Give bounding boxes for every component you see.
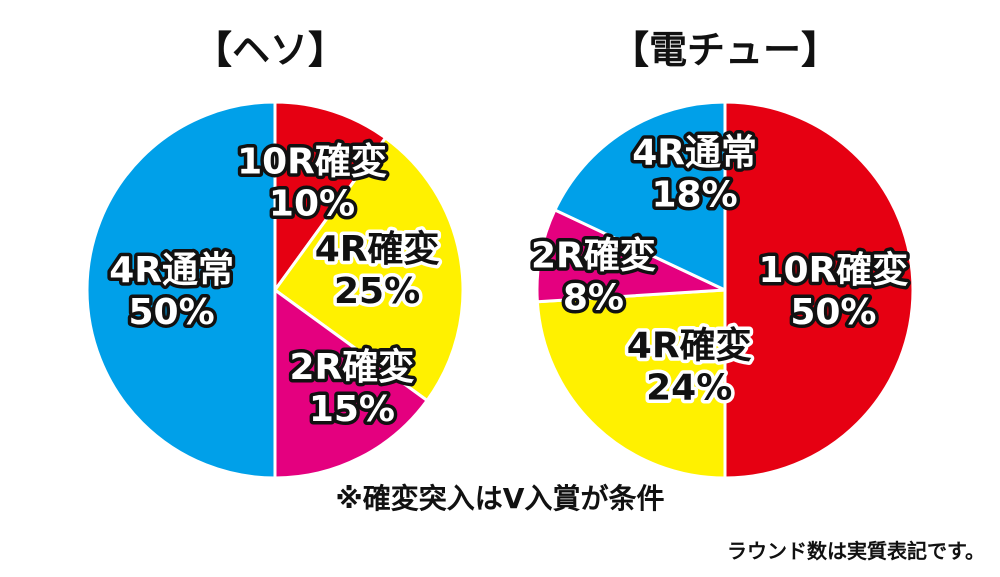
slice-value-label: 10% (269, 184, 355, 225)
slice-labels: 10R確変10%4R確変25%2R確変15%4R通常50%10R確変50%4R確… (106, 129, 912, 433)
slice-value-label: 25% (334, 271, 420, 312)
pie-slice (272, 135, 465, 403)
slice-label: 4R確変 (627, 324, 752, 366)
slice-label: 4R通常 (109, 250, 234, 291)
pie-slice (723, 100, 915, 480)
footnote: ラウンド数は実質表記です。 (727, 539, 985, 563)
slice-label: 4R確変 (315, 228, 440, 270)
slice-value-label: 15% (309, 389, 395, 430)
slice-value-label: 8% (563, 278, 624, 319)
pie-slice (535, 288, 727, 480)
slice-label: 2R確変 (531, 235, 656, 277)
slice-value-label: 18% (652, 175, 738, 216)
pie-slices (85, 100, 915, 480)
slice-label: 4R通常 (632, 133, 757, 174)
slice-label: 2R確変 (290, 346, 415, 388)
pie-slice (552, 100, 727, 293)
chart-title-denchu: 【電チュー】 (611, 28, 839, 72)
pie-slice (273, 100, 388, 295)
pie-slice (535, 207, 726, 304)
pie-slice (273, 287, 430, 480)
slice-label: 10R確変 (237, 141, 387, 183)
slice-value-label: 50% (129, 292, 215, 333)
slice-value-label: 50% (790, 292, 876, 333)
slice-label: 10R確変 (758, 249, 908, 291)
chart-title-heso: 【ヘソ】 (194, 28, 346, 72)
slice-value-label: 24% (646, 367, 732, 408)
condition-note: ※確変突入はV入賞が条件 (336, 482, 665, 515)
pie-slice (85, 100, 277, 480)
